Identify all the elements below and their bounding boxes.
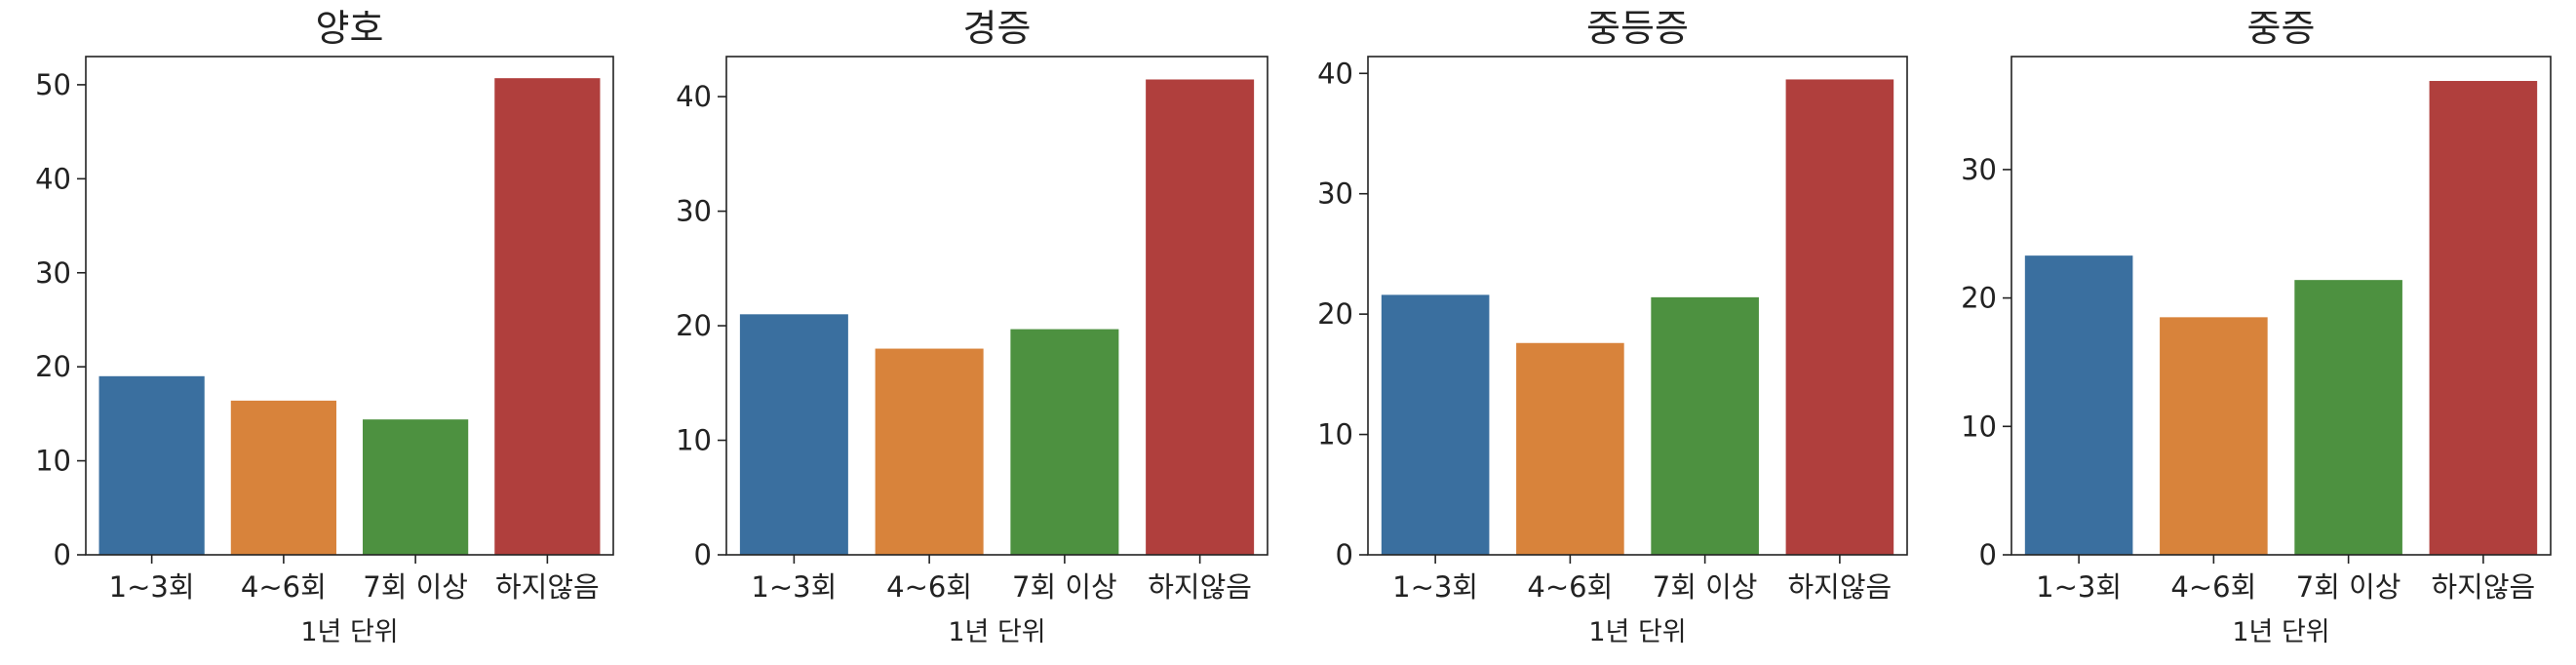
- y-tick-label: 0: [54, 538, 71, 571]
- bar-3-3: [1651, 296, 1759, 555]
- x-tick-label: 4~6회: [241, 570, 327, 604]
- x-tick-label: 4~6회: [2170, 570, 2256, 604]
- x-axis-label-2: 1년 단위: [948, 617, 1045, 647]
- plot-frame-1: [85, 56, 614, 556]
- bar-1-1: [98, 375, 205, 555]
- y-tick-label: 50: [35, 68, 71, 101]
- bar-4-4: [2429, 81, 2538, 556]
- bar-2-2: [875, 348, 984, 555]
- y-tick-label: 10: [676, 424, 712, 457]
- y-tick-label: 30: [676, 195, 712, 228]
- y-tick-label: 40: [35, 162, 71, 195]
- x-tick-label: 1~3회: [1392, 570, 1478, 604]
- bar-4-1: [2024, 255, 2133, 555]
- y-tick-label: 30: [1317, 177, 1353, 211]
- y-tick-label: 30: [35, 256, 71, 290]
- y-tick-label: 30: [1961, 153, 1997, 186]
- x-tick-label: 하지않음: [2432, 570, 2536, 604]
- x-tick-label: 7회 이상: [1653, 570, 1758, 604]
- x-tick-label: 4~6회: [886, 570, 972, 604]
- x-tick-label: 7회 이상: [363, 570, 468, 604]
- bar-3-1: [1381, 294, 1490, 555]
- y-tick-label: 10: [35, 445, 71, 478]
- chart-title-3: 중등증: [1586, 7, 1689, 50]
- bar-2-4: [1146, 79, 1255, 556]
- bar-3-4: [1785, 79, 1894, 555]
- y-tick-label: 10: [1961, 410, 1997, 443]
- y-tick-label: 20: [1961, 282, 1997, 315]
- x-tick-label: 1~3회: [109, 570, 195, 604]
- y-tick-label: 40: [1317, 57, 1353, 90]
- bar-4-3: [2294, 280, 2402, 555]
- plot-frame-4: [2010, 56, 2552, 556]
- x-tick-label: 4~6회: [1527, 570, 1613, 604]
- x-tick-label: 1~3회: [751, 570, 837, 604]
- bar-1-4: [494, 78, 601, 556]
- y-tick-label: 0: [1336, 538, 1353, 571]
- y-tick-label: 0: [694, 538, 712, 571]
- x-axis-label-3: 1년 단위: [1588, 617, 1686, 647]
- y-tick-label: 20: [35, 350, 71, 383]
- x-tick-label: 1~3회: [2036, 570, 2122, 604]
- x-tick-label: 하지않음: [1788, 570, 1893, 604]
- chart-title-1: 양호: [316, 7, 384, 50]
- x-axis-label-1: 1년 단위: [300, 617, 398, 647]
- bar-2-3: [1010, 329, 1119, 555]
- y-tick-label: 20: [676, 309, 712, 342]
- y-tick-label: 20: [1317, 297, 1353, 331]
- y-tick-label: 10: [1317, 418, 1353, 451]
- x-tick-label: 하지않음: [495, 570, 600, 604]
- bar-3-2: [1516, 342, 1624, 555]
- bar-4-2: [2160, 317, 2268, 555]
- chart-title-4: 중증: [2247, 7, 2316, 50]
- y-tick-label: 0: [1979, 538, 1997, 571]
- x-axis-label-4: 1년 단위: [2232, 617, 2329, 647]
- bar-1-2: [230, 400, 336, 555]
- bar-1-3: [363, 419, 469, 555]
- y-tick-label: 40: [676, 80, 712, 113]
- chart-title-2: 경증: [963, 7, 1032, 50]
- x-tick-label: 7회 이상: [2296, 570, 2401, 604]
- bar-2-1: [739, 314, 848, 555]
- plot-frame-3: [1367, 56, 1908, 556]
- x-tick-label: 하지않음: [1148, 570, 1252, 604]
- plot-frame-2: [725, 56, 1268, 556]
- x-tick-label: 7회 이상: [1012, 570, 1117, 604]
